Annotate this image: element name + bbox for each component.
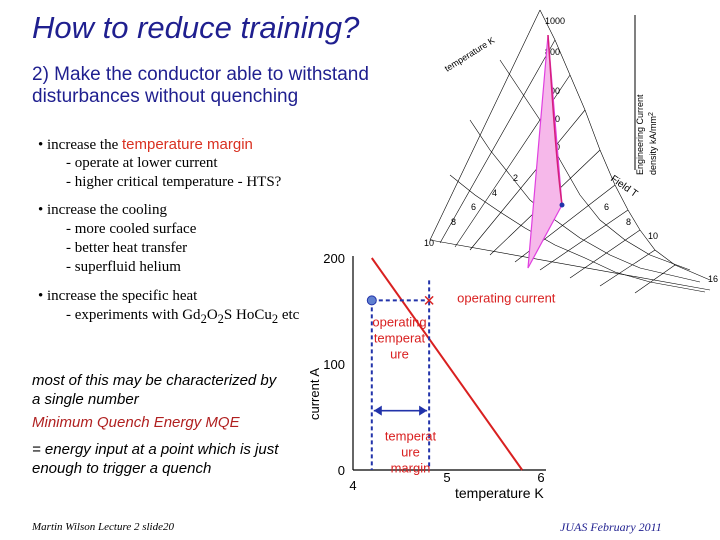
sub-item: - superfluid helium [66, 259, 181, 275]
materials-text: O [206, 307, 218, 323]
bullet-cooling: • increase the cooling [38, 202, 167, 219]
sub-item: - higher critical temperature - HTS? [66, 174, 282, 190]
chart-axes [352, 256, 546, 471]
subscript: 2 [217, 312, 224, 326]
temp-tick-label: 8 [451, 217, 456, 227]
materials-text: S HoCu [223, 307, 272, 323]
slide-title: How to reduce training? [32, 10, 360, 45]
z-axis-label-line1: Engineering Current [635, 94, 645, 175]
temperature-margin-label: temperat [385, 429, 437, 444]
footer-date: JUAS February 2011 [560, 520, 662, 534]
materials-text: etc [278, 307, 300, 323]
bullet-specific-heat: • increase the specific heat [38, 288, 197, 305]
critical-curve [547, 34, 563, 206]
bullet-temperature-margin: • increase the temperature margin [38, 136, 253, 154]
x-tick-label: 4 [349, 478, 356, 493]
sub-item: - better heat transfer [66, 240, 188, 256]
slide-subtitle: 2) Make the conductor able to withstand … [32, 64, 369, 107]
x-tick-label: 5 [443, 470, 450, 485]
y-tick-label: 100 [323, 357, 345, 372]
temp-tick-label: 6 [471, 202, 476, 212]
temp-tick-label: 10 [424, 238, 434, 248]
materials-text: - experiments with Gd [66, 307, 201, 323]
z-axis-label-exp: 2 [648, 112, 655, 116]
subscript: 2 [271, 312, 279, 326]
note-single-number: most of this may be characterized by a s… [32, 372, 277, 408]
bullet-dot: • [38, 202, 44, 218]
temperature-margin-label: ure [401, 445, 420, 460]
bullet-text: increase the specific heat [47, 288, 198, 304]
operating-point [366, 295, 377, 306]
z-tick-label: 1000 [545, 16, 565, 26]
grid-line [439, 39, 556, 244]
chart-marks: 0 100 200 4 5 6 [323, 251, 544, 493]
temperature-margin-label: margin [391, 461, 431, 476]
critical-current-line [370, 257, 524, 471]
temperature-margin-highlight: temperature margin [121, 136, 253, 153]
field-tick-label: 6 [604, 202, 609, 212]
grid-line [429, 239, 711, 291]
sub-item-materials: - experiments with Gd2O2S HoCu2 etc [66, 307, 299, 327]
y-tick-label: 0 [338, 463, 345, 478]
note-mqe: Minimum Quench Energy MQE [32, 414, 240, 431]
temp-tick-label: 2 [513, 173, 518, 183]
field-tick-label: 10 [648, 231, 658, 241]
y-axis-label: current A [307, 368, 322, 420]
y-tick-label: 200 [323, 251, 345, 266]
subscript: 2 [200, 312, 207, 326]
surface-slice [527, 34, 563, 269]
grid-line [469, 119, 701, 283]
z-axis-label-line2: density kA/mm2 [648, 112, 658, 175]
temp-tick-label: 4 [492, 188, 497, 198]
grid-line [599, 249, 656, 287]
grid-line [569, 229, 641, 279]
operating-temperature-label: operating [372, 314, 426, 329]
note-mqe-definition: = energy input at a point which is just … [32, 441, 279, 477]
sub-item: - more cooled surface [66, 221, 197, 237]
z-tick-label: 800 [545, 47, 560, 57]
sub-item: - operate at lower current [66, 155, 218, 171]
bullet-dot: • [38, 137, 44, 153]
grid-line [449, 174, 706, 293]
field-tick-label: 8 [626, 217, 631, 227]
surface-operating-point [559, 202, 565, 208]
grid-line [634, 264, 676, 294]
operating-current-label: operating current [457, 290, 556, 305]
grid-line [429, 9, 541, 241]
x-tick-label: 6 [537, 470, 544, 485]
footer-lecture: Martin Wilson Lecture 2 slide20 [32, 521, 174, 533]
operating-temperature-label: ure [390, 346, 409, 361]
z-axis-label-text: density kA/mm [648, 116, 658, 175]
grid-line [499, 59, 691, 271]
intersection-mark [424, 295, 434, 305]
x-axis-label: temperature K [455, 485, 544, 501]
grid-line [539, 9, 711, 281]
bullet-dot: • [38, 288, 44, 304]
margin-arrowhead-right [419, 405, 428, 416]
operating-temperature-label: temperat [374, 330, 426, 345]
grid-line [469, 109, 586, 251]
bullet-lead: increase the [47, 137, 122, 153]
field-tick-label: 16 [708, 274, 718, 284]
margin-arrowhead-left [373, 405, 382, 416]
bullet-text: increase the cooling [47, 202, 167, 218]
